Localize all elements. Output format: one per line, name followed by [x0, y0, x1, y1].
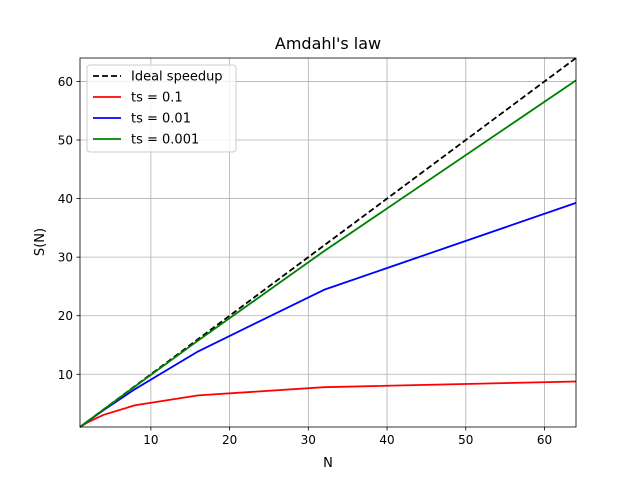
x-tick-label: 60	[537, 433, 552, 447]
y-tick-label: 40	[58, 192, 73, 206]
plot-area-frame	[79, 57, 577, 428]
x-tick-label: 10	[143, 433, 158, 447]
x-tick-label: 20	[222, 433, 237, 447]
x-tick-label: 50	[458, 433, 473, 447]
legend-frame	[86, 64, 237, 153]
legend-label: ts = 0.001	[131, 133, 199, 148]
series-line	[79, 79, 577, 428]
y-tick-label: 60	[58, 75, 73, 89]
x-tick-label: 40	[379, 433, 394, 447]
y-tick-label: 20	[58, 309, 73, 323]
axis-ticks: 10 20 30 40 50 60 10 20 30 40 50 60	[58, 75, 552, 447]
legend-label: ts = 0.01	[131, 112, 191, 127]
legend-label: Ideal speedup	[131, 70, 223, 85]
x-tick-label: 30	[301, 433, 316, 447]
legend: Ideal speedup ts = 0.1 ts = 0.01 ts = 0.001	[86, 64, 237, 153]
y-axis-label: S(N)	[33, 228, 48, 256]
x-axis-label: N	[323, 456, 333, 471]
series-lines	[79, 57, 577, 428]
y-tick-label: 30	[58, 251, 73, 265]
y-tick-label: 10	[58, 368, 73, 382]
chart-title: Amdahl's law	[275, 34, 381, 53]
grid	[80, 58, 576, 427]
y-tick-label: 50	[58, 134, 73, 148]
legend-label: ts = 0.1	[131, 91, 183, 106]
